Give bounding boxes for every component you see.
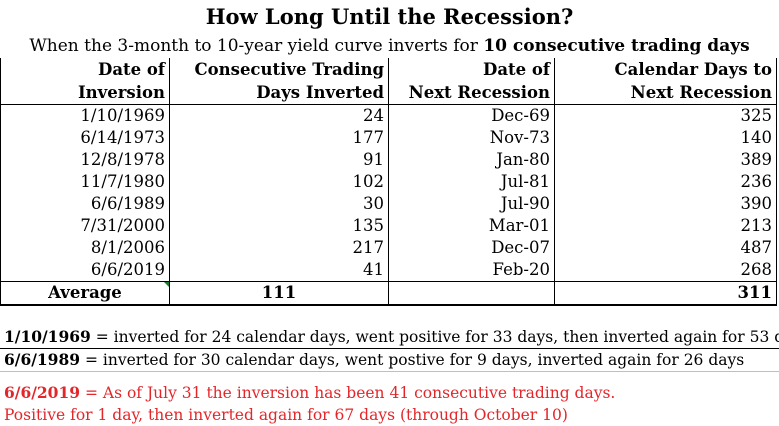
days-to-recession-cell[interactable]: 325 [554, 104, 777, 127]
cell-comment-marker-icon [164, 282, 169, 287]
days-to-recession-cell[interactable]: 389 [554, 149, 777, 171]
table-row: 11/7/1980 102 Jul-81 236 [0, 171, 777, 193]
footnote-text: Positive for 1 day, then inverted again … [4, 406, 568, 424]
average-row: Average 111 311 [0, 281, 777, 306]
table-row: 7/31/2000 135 Mar-01 213 [0, 215, 777, 237]
footnote-date: 1/10/1969 [4, 327, 91, 346]
footnote-text: = inverted for 30 calendar days, went po… [80, 351, 745, 369]
table-row: 12/8/1978 91 Jan-80 389 [0, 149, 777, 171]
footnote-text: = inverted for 24 calendar days, went po… [90, 328, 779, 346]
recession-date-cell[interactable]: Mar-01 [388, 215, 555, 237]
table-row: 1/10/1969 24 Dec-69 325 [0, 104, 777, 127]
inversion-date-cell[interactable]: 11/7/1980 [0, 171, 170, 193]
recession-date-cell[interactable]: Jan-80 [388, 149, 555, 171]
recession-date-cell[interactable]: Jul-90 [388, 193, 555, 215]
days-to-recession-cell[interactable]: 268 [554, 259, 777, 282]
footnote-1969[interactable]: 1/10/1969 = inverted for 24 calendar day… [0, 326, 779, 349]
days-inverted-cell[interactable]: 30 [169, 193, 389, 215]
header-row-2: Inversion Days Inverted Next Recession N… [0, 81, 777, 105]
days-inverted-cell[interactable]: 177 [169, 127, 389, 149]
inversion-date-cell[interactable]: 6/6/2019 [0, 259, 170, 282]
inversion-date-cell[interactable]: 6/6/1989 [0, 193, 170, 215]
table-row: 6/14/1973 177 Nov-73 140 [0, 127, 777, 149]
subtitle-text: When the 3-month to 10-year yield curve … [29, 36, 484, 56]
average-days-inverted-cell[interactable]: 111 [169, 281, 389, 306]
days-to-recession-cell[interactable]: 213 [554, 215, 777, 237]
days-to-recession-cell[interactable]: 140 [554, 127, 777, 149]
inversion-date-cell[interactable]: 7/31/2000 [0, 215, 170, 237]
header-row-1: Date of Consecutive Trading Date of Cale… [0, 58, 777, 81]
header-date-of-inversion-line2[interactable]: Inversion [0, 81, 170, 105]
footnote-text: = As of July 31 the inversion has been 4… [80, 384, 616, 402]
table-row: 6/6/1989 30 Jul-90 390 [0, 193, 777, 215]
recession-date-cell[interactable]: Dec-07 [388, 237, 555, 259]
days-to-recession-cell[interactable]: 236 [554, 171, 777, 193]
average-label-cell[interactable]: Average [0, 281, 170, 306]
footnote-1989[interactable]: 6/6/1989 = inverted for 30 calendar days… [0, 349, 779, 372]
header-date-next-recession-line1[interactable]: Date of [388, 58, 555, 81]
header-calendar-days-line2[interactable]: Next Recession [554, 81, 777, 105]
recession-table: Date of Consecutive Trading Date of Cale… [0, 58, 777, 306]
days-inverted-cell[interactable]: 24 [169, 104, 389, 127]
inversion-date-cell[interactable]: 12/8/1978 [0, 149, 170, 171]
footnotes: 1/10/1969 = inverted for 24 calendar day… [0, 326, 779, 426]
table-subtitle: When the 3-month to 10-year yield curve … [0, 34, 779, 58]
days-inverted-cell[interactable]: 135 [169, 215, 389, 237]
footnote-spacer [0, 372, 779, 382]
header-consecutive-days-line2[interactable]: Days Inverted [169, 81, 389, 105]
average-days-to-recession-cell[interactable]: 311 [554, 281, 777, 306]
footnote-2019[interactable]: 6/6/2019 = As of July 31 the inversion h… [0, 382, 779, 404]
days-to-recession-cell[interactable]: 390 [554, 193, 777, 215]
days-inverted-cell[interactable]: 41 [169, 259, 389, 282]
recession-date-cell[interactable]: Feb-20 [388, 259, 555, 282]
table-row: 6/6/2019 41 Feb-20 268 [0, 259, 777, 282]
days-inverted-cell[interactable]: 91 [169, 149, 389, 171]
header-consecutive-days-line1[interactable]: Consecutive Trading [169, 58, 389, 81]
inversion-date-cell[interactable]: 1/10/1969 [0, 104, 170, 127]
recession-date-cell[interactable]: Jul-81 [388, 171, 555, 193]
footnote-date: 6/6/2019 [4, 383, 81, 402]
table-title: How Long Until the Recession? [205, 4, 574, 29]
inversion-date-cell[interactable]: 8/1/2006 [0, 237, 170, 259]
table-row: 8/1/2006 217 Dec-07 487 [0, 237, 777, 259]
average-recession-cell[interactable] [388, 281, 555, 306]
days-inverted-cell[interactable]: 217 [169, 237, 389, 259]
subtitle-bold-text: 10 consecutive trading days [483, 36, 750, 56]
header-date-of-inversion-line1[interactable]: Date of [0, 58, 170, 81]
footnote-2019-continued[interactable]: Positive for 1 day, then inverted again … [0, 404, 779, 426]
days-to-recession-cell[interactable]: 487 [554, 237, 777, 259]
recession-date-cell[interactable]: Dec-69 [388, 104, 555, 127]
inversion-date-cell[interactable]: 6/14/1973 [0, 127, 170, 149]
header-date-next-recession-line2[interactable]: Next Recession [388, 81, 555, 105]
days-inverted-cell[interactable]: 102 [169, 171, 389, 193]
recession-date-cell[interactable]: Nov-73 [388, 127, 555, 149]
average-label: Average [48, 283, 122, 302]
footnote-date: 6/6/1989 [4, 350, 81, 369]
header-calendar-days-line1[interactable]: Calendar Days to [554, 58, 777, 81]
